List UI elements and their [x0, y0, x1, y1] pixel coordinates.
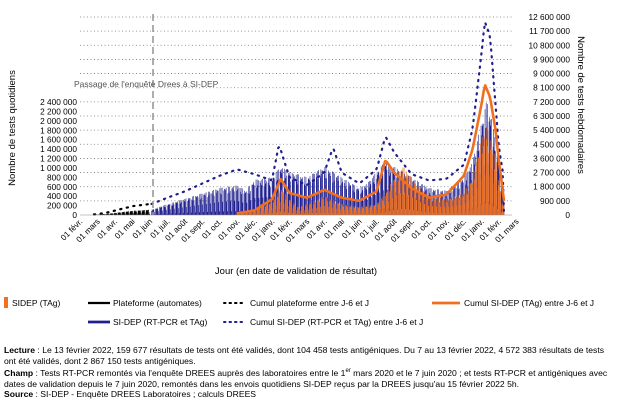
left-tick-label: 800 000 — [47, 172, 77, 182]
source-note: Source : SI-DEP - Enquête DREES Laborato… — [4, 389, 257, 400]
y-left-label: Nombre de tests quotidiens — [7, 70, 18, 186]
left-tick-label: 2 200 000 — [40, 106, 77, 116]
gridlines — [80, 16, 512, 202]
lecture-note: Lecture : Le 13 février 2022, 159 677 ré… — [4, 345, 605, 366]
regime-change-annotation: Passage de l'enquête Drees à SI-DEP — [74, 79, 219, 89]
left-tick-label: 0 — [72, 210, 77, 220]
champ-note: Champ : Tests RT-PCR remontés via l'enqu… — [4, 368, 608, 389]
left-tick-label: 600 000 — [47, 182, 77, 192]
legend-label-cumul-tag: Cumul SI-DEP (TAg) entre J-6 et J — [464, 298, 594, 308]
left-tick-label: 1 800 000 — [40, 125, 77, 135]
right-tick-label: 10 800 000 — [528, 40, 570, 50]
legend-label-cumul-plateforme: Cumul plateforme entre J-6 et J — [250, 298, 369, 308]
right-axis-ticks: 0 900 000 1 800 000 2 700 000 3 600 000 4 500… — [528, 12, 570, 220]
legend-label-sidep: SI-DEP (RT-PCR et TAg) — [113, 317, 207, 327]
cumulative-series-line — [236, 84, 506, 215]
legend-label-tag: SIDEP (TAg) — [12, 298, 61, 308]
legend-label-plateforme: Plateforme (automates) — [113, 298, 202, 308]
right-tick-label: 2 700 000 — [533, 168, 570, 178]
left-tick-label: 2 400 000 — [40, 97, 77, 107]
chart-notes: Lecture : Le 13 février 2022, 159 677 ré… — [4, 345, 616, 400]
right-tick-label: 9 000 000 — [533, 69, 570, 79]
x-axis-label: Jour (en date de validation de résultat) — [215, 266, 377, 277]
right-tick-label: 4 500 000 — [533, 139, 570, 149]
right-tick-label: 7 200 000 — [533, 97, 570, 107]
right-tick-label: 11 700 000 — [529, 26, 570, 36]
right-tick-label: 8 100 000 — [533, 83, 570, 93]
left-tick-label: 200 000 — [47, 201, 77, 211]
right-tick-label: 1 800 000 — [533, 182, 570, 192]
left-tick-label: 1 200 000 — [40, 154, 77, 164]
right-tick-label: 3 600 000 — [533, 153, 570, 163]
legend-swatch-tag — [4, 297, 8, 308]
left-tick-label: 1 400 000 — [40, 144, 77, 154]
right-tick-label: 5 400 000 — [533, 125, 570, 135]
right-tick-label: 9 900 000 — [533, 54, 570, 64]
y-right-label: Nombre de tests hebdomadaires — [575, 36, 586, 174]
left-tick-label: 2 000 000 — [40, 116, 77, 126]
right-tick-label: 0 — [565, 210, 570, 220]
left-tick-label: 400 000 — [47, 191, 77, 201]
series-lines — [92, 21, 506, 217]
right-tick-label: 900 000 — [540, 196, 570, 206]
left-tick-label: 1 000 000 — [40, 163, 77, 173]
legend: SIDEP (TAg) Plateforme (automates) Cumul… — [4, 297, 594, 327]
right-tick-label: 12 600 000 — [528, 12, 570, 22]
daily-bars — [93, 102, 505, 215]
cumulative-series-line — [92, 202, 151, 216]
legend-label-cumul-sidep: Cumul SI-DEP (RT-PCR et TAg) entre J-6 e… — [250, 317, 423, 327]
cumulative-series-line — [150, 22, 506, 217]
left-tick-label: 1 600 000 — [40, 135, 77, 145]
right-tick-label: 6 300 000 — [533, 111, 570, 121]
